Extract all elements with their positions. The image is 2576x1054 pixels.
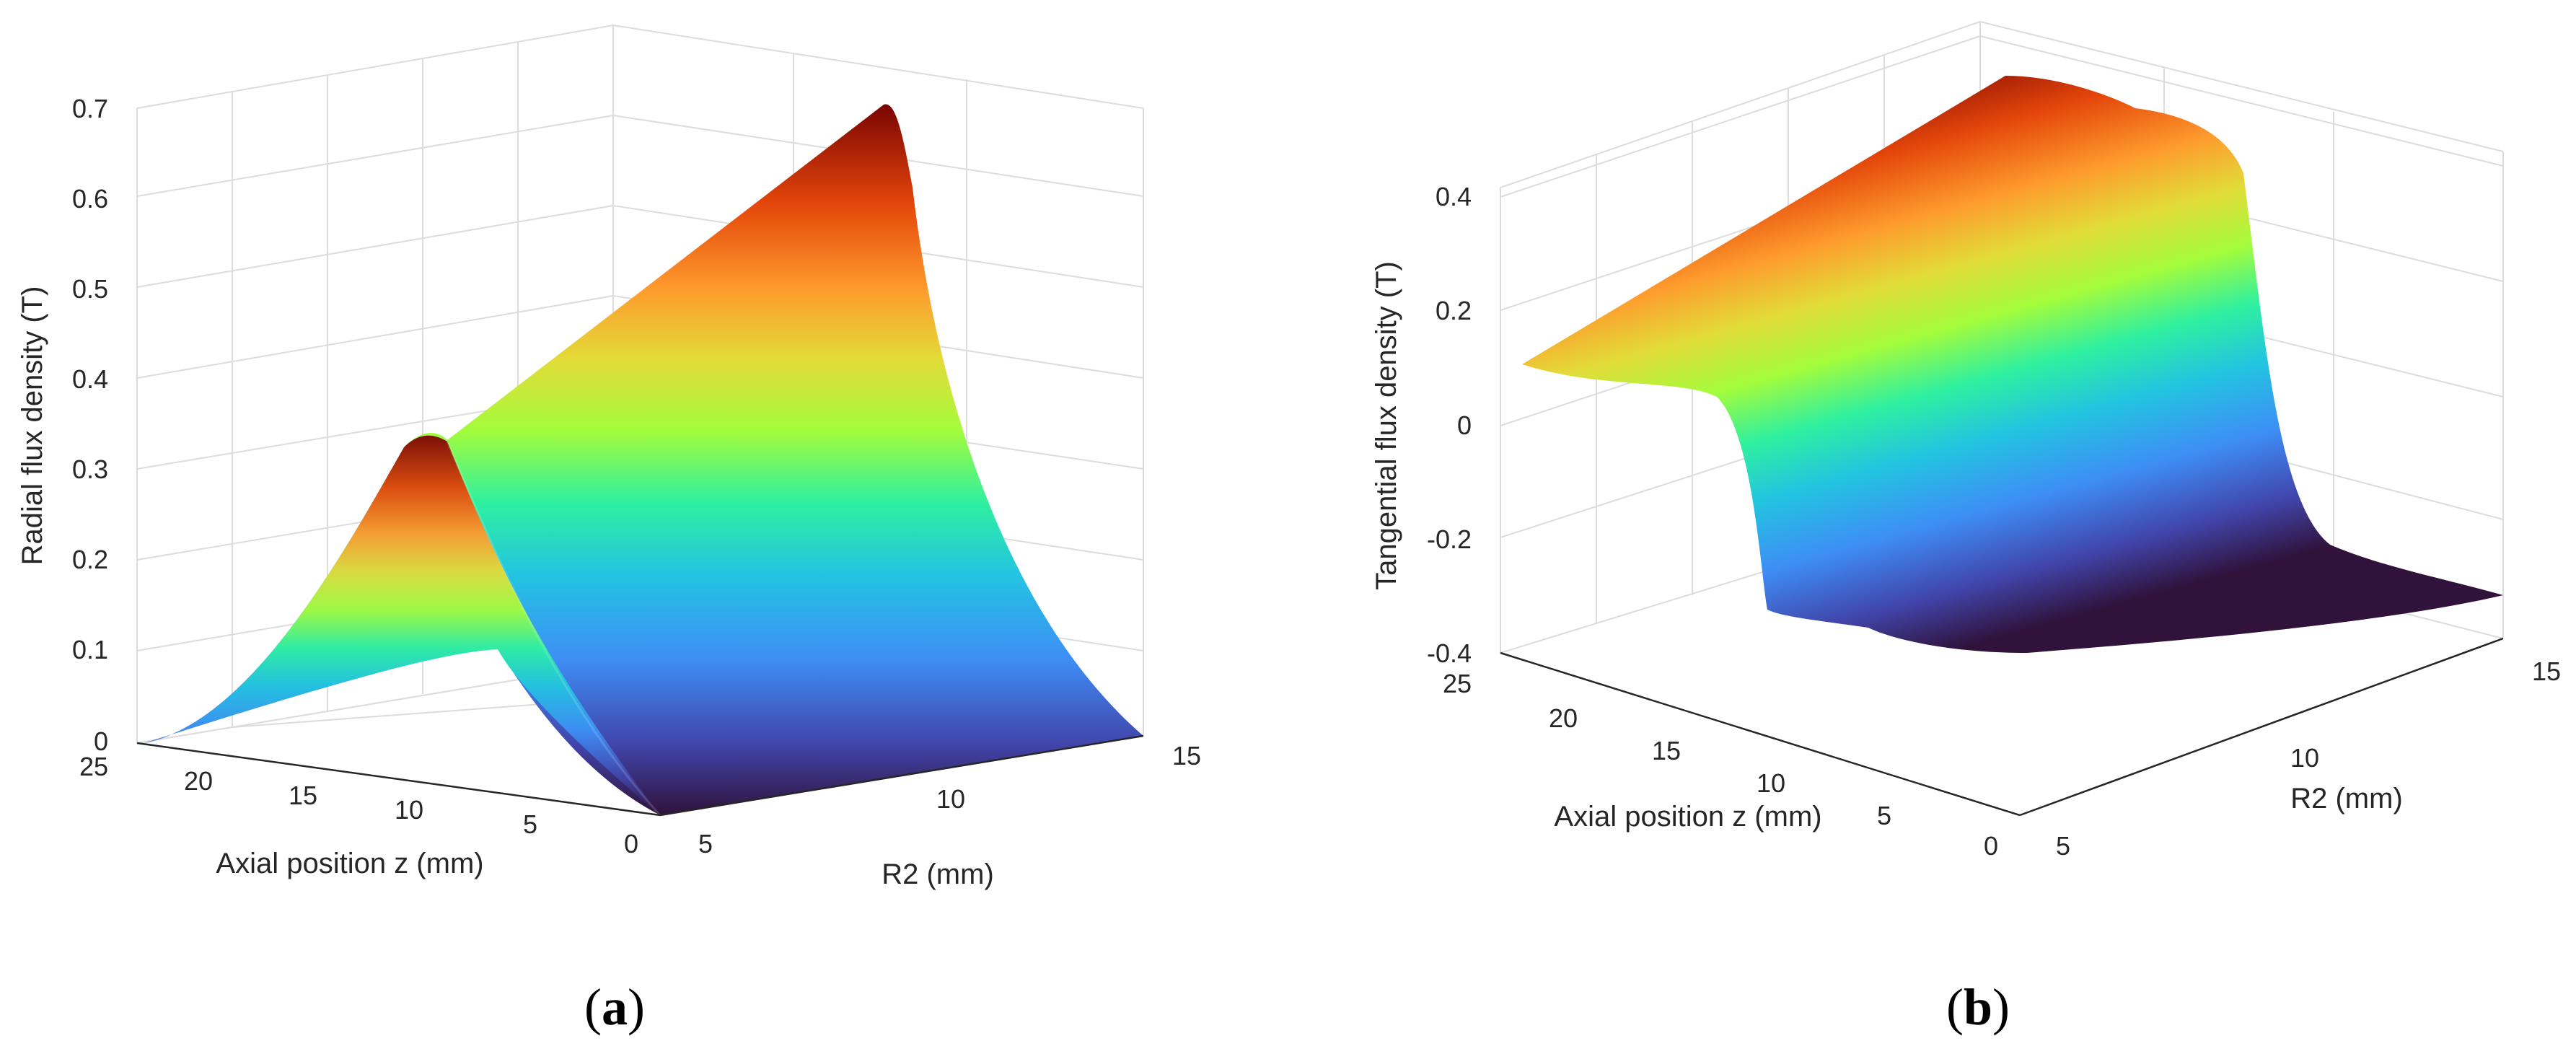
- panel-b: 0.4 0.2 0 -0.2 -0.4 25 20 15 10 5 0 5 10…: [1371, 20, 2561, 1036]
- ytick: 10: [936, 784, 965, 814]
- ztick: 0.2: [72, 545, 108, 574]
- panel-b-zlabel: Tangential flux density (T): [1371, 261, 1402, 590]
- ztick: 0.2: [1436, 296, 1472, 325]
- xtick: 10: [395, 795, 423, 825]
- panel-b-ytick-labels: 5 10 15: [2056, 656, 2561, 861]
- ytick: 15: [1172, 741, 1201, 770]
- panel-a-axes: [136, 734, 1144, 817]
- panel-a-ztick-labels: 0.7 0.6 0.5 0.4 0.3 0.2 0.1 0: [72, 94, 108, 756]
- xtick: 10: [1757, 768, 1785, 798]
- panel-b-xlabel: Axial position z (mm): [1554, 801, 1821, 833]
- panel-a-surface: [144, 104, 1143, 817]
- xtick: 5: [1877, 801, 1891, 830]
- xtick: 5: [523, 809, 537, 839]
- xtick: 25: [1443, 669, 1472, 698]
- xtick: 0: [624, 829, 638, 858]
- ztick: 0: [1457, 410, 1472, 440]
- xtick: 0: [1984, 831, 1998, 861]
- ztick: 0.3: [72, 454, 108, 484]
- surface-lobe: [144, 435, 660, 815]
- ytick: 5: [2056, 831, 2070, 861]
- xtick: 20: [184, 766, 213, 796]
- ytick: 15: [2532, 656, 2561, 686]
- ztick: -0.2: [1427, 524, 1472, 554]
- panel-label-a: (a): [584, 978, 645, 1036]
- xtick: 15: [289, 781, 317, 810]
- panel-b-axes: [1500, 637, 2504, 817]
- panel-b-xtick-labels: 25 20 15 10 5 0: [1443, 669, 1998, 861]
- panel-a-zlabel: Radial flux density (T): [17, 286, 48, 566]
- ztick: 0.7: [72, 94, 108, 123]
- ztick: 0.5: [72, 274, 108, 304]
- ztick: 0.1: [72, 635, 108, 664]
- panel-a-xlabel: Axial position z (mm): [216, 848, 483, 879]
- panel-b-ztick-labels: 0.4 0.2 0 -0.2 -0.4: [1427, 182, 1472, 668]
- surface-tangential-flux: [1522, 76, 2503, 653]
- xtick: 20: [1549, 703, 1578, 733]
- panel-b-surface: [1522, 76, 2503, 653]
- ztick: 0.4: [72, 364, 108, 394]
- panel-a: 0.7 0.6 0.5 0.4 0.3 0.2 0.1 0 25 20 15 1…: [17, 24, 1201, 1036]
- ztick: 0.4: [1436, 182, 1472, 211]
- panel-a-ylabel: R2 (mm): [882, 858, 994, 890]
- xtick: 15: [1652, 736, 1681, 765]
- panel-a-ytick-labels: 5 10 15: [698, 741, 1201, 858]
- ytick: 10: [2290, 743, 2319, 773]
- surface-ridge: [446, 441, 661, 817]
- panel-b-ylabel: R2 (mm): [2290, 783, 2403, 814]
- ztick: 0: [94, 726, 108, 756]
- panel-label-b: (b): [1946, 978, 2010, 1036]
- ytick: 5: [698, 829, 713, 858]
- ztick: 0.6: [72, 184, 108, 214]
- ztick: -0.4: [1427, 638, 1472, 668]
- xtick: 25: [79, 752, 108, 781]
- panel-a-xtick-labels: 25 20 15 10 5 0: [79, 752, 638, 858]
